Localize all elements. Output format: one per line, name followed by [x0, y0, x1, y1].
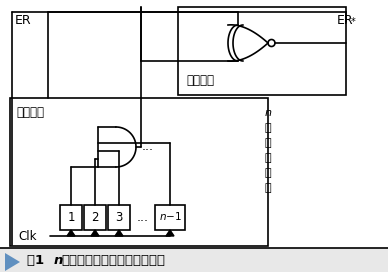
Text: 3: 3	[115, 211, 123, 224]
Text: ...: ...	[142, 141, 154, 153]
Text: 有效载荷: 有效载荷	[186, 75, 214, 88]
Bar	[155, 205, 185, 230]
Bar	[178, 7, 346, 95]
Text: ...: ...	[137, 211, 149, 224]
Bar	[10, 98, 268, 246]
Text: Clk: Clk	[18, 230, 36, 243]
Text: 构: 构	[265, 183, 271, 193]
Text: n: n	[265, 108, 272, 118]
Text: 发: 发	[265, 153, 271, 163]
Text: 2: 2	[91, 211, 99, 224]
Circle shape	[268, 39, 275, 47]
Polygon shape	[67, 230, 75, 236]
Text: 结: 结	[265, 168, 271, 178]
Text: ER: ER	[15, 14, 32, 26]
Text: 触发结构: 触发结构	[16, 106, 44, 119]
Text: 触: 触	[265, 138, 271, 148]
Polygon shape	[5, 253, 20, 271]
Text: 图1: 图1	[27, 254, 54, 267]
Text: $n$$-$1: $n$$-$1	[159, 211, 182, 222]
Text: ER: ER	[337, 14, 353, 26]
Polygon shape	[91, 230, 99, 236]
Bar	[0, 248, 388, 272]
Text: 位: 位	[265, 123, 271, 133]
Polygon shape	[115, 230, 123, 236]
Text: n: n	[54, 254, 63, 267]
Bar	[108, 205, 130, 230]
Bar	[60, 205, 82, 230]
Polygon shape	[166, 230, 174, 236]
Text: 1: 1	[67, 211, 75, 224]
Text: 位同步计数器时序型硬件木马: 位同步计数器时序型硬件木马	[61, 254, 165, 267]
Text: *: *	[351, 17, 356, 27]
Bar	[84, 205, 106, 230]
